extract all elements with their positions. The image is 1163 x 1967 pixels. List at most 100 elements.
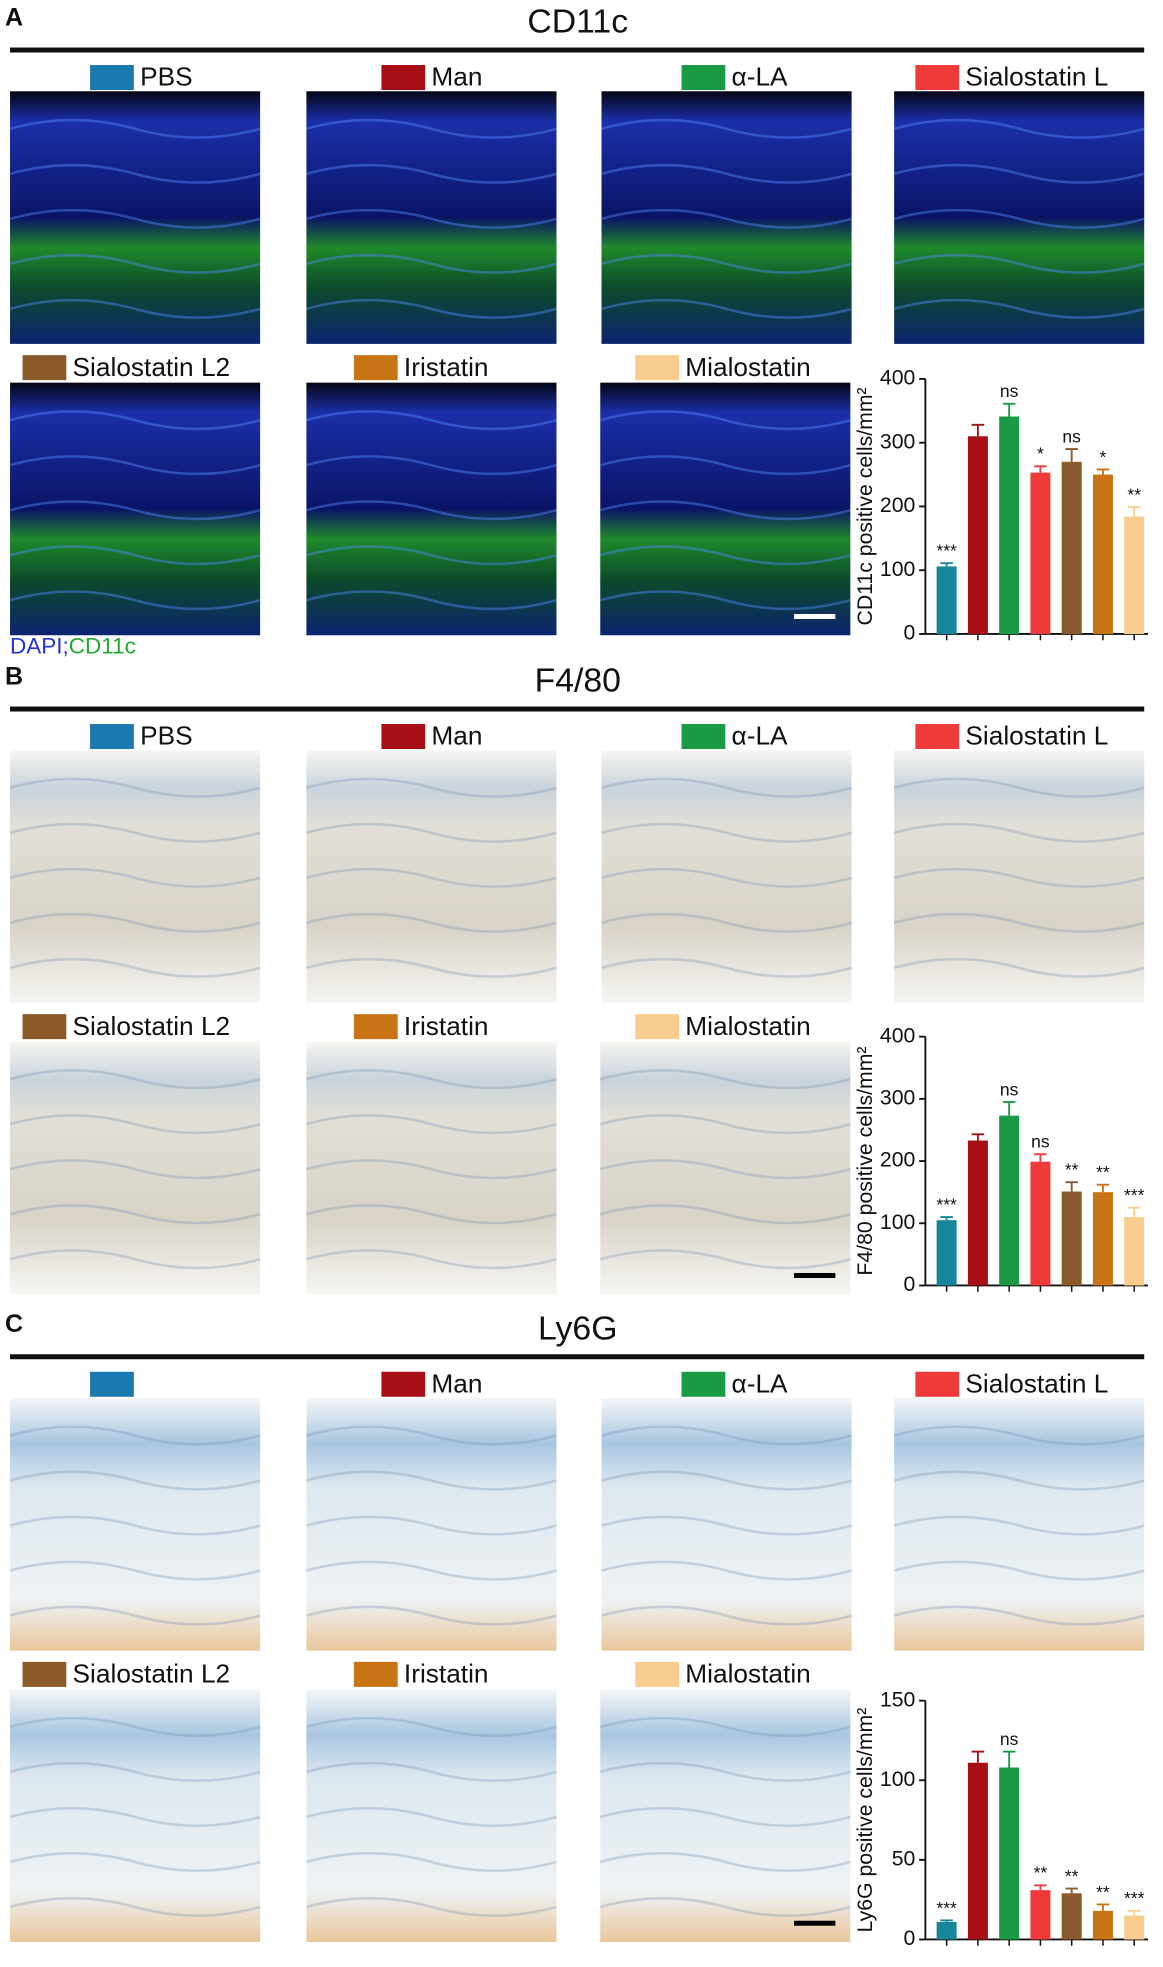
- tissue-texture: [893, 1560, 1145, 1581]
- tissue-texture: [306, 1425, 557, 1446]
- bar: [936, 1921, 957, 1940]
- tissue-texture: [9, 1851, 261, 1872]
- bar: [999, 1115, 1020, 1286]
- significance-label: ***: [936, 541, 957, 561]
- tissue-texture: [599, 455, 851, 476]
- tissue-texture: [893, 253, 1145, 274]
- y-tick-label: 300: [880, 429, 915, 453]
- tissue-texture: [893, 957, 1145, 978]
- divider: [10, 706, 1145, 712]
- bar: [967, 436, 988, 634]
- significance-label: *: [1037, 444, 1044, 464]
- tissue-texture: [306, 1159, 557, 1180]
- legend-label: α-LA: [732, 721, 789, 751]
- tissue-texture: [306, 1114, 557, 1135]
- tissue-texture: [306, 1896, 557, 1917]
- tissue-texture: [306, 590, 557, 611]
- error-bar: [1065, 448, 1078, 462]
- legend-swatch: [635, 1661, 680, 1687]
- legend-label: α-LA: [732, 1368, 789, 1398]
- significance-label: **: [1096, 1162, 1110, 1182]
- y-tick-label: 100: [880, 1210, 915, 1234]
- tissue-texture: [893, 777, 1145, 798]
- legend-swatch: [22, 1014, 67, 1040]
- tissue-texture: [9, 253, 261, 274]
- significance-label: **: [1034, 1863, 1048, 1883]
- legend-swatch: [681, 1371, 726, 1397]
- tissue-texture: [601, 1560, 852, 1581]
- y-tick-label: 200: [880, 493, 915, 517]
- y-tick-label: 400: [880, 366, 915, 390]
- error-bar: [940, 1216, 953, 1221]
- significance-label: **: [1065, 1160, 1079, 1180]
- bar: [999, 1767, 1020, 1940]
- tissue-texture: [601, 1605, 852, 1626]
- tissue-texture: [306, 1761, 557, 1782]
- micrograph: [601, 750, 852, 1003]
- legend-swatch: [635, 1014, 680, 1040]
- legend-label: Mialostatin: [685, 352, 810, 382]
- significance-label: ***: [936, 1898, 957, 1918]
- tissue-texture: [599, 1249, 851, 1270]
- tissue-texture: [9, 163, 261, 184]
- tissue-texture: [306, 1249, 557, 1270]
- y-tick-label: 0: [904, 621, 916, 645]
- micrograph: [601, 1398, 852, 1651]
- y-axis-label: F4/80 positive cells/mm²: [853, 1047, 877, 1276]
- tissue-texture: [9, 118, 261, 139]
- tissue-texture: [601, 1470, 852, 1491]
- caption-part: CD11c: [69, 634, 136, 659]
- panel-letter: C: [5, 1310, 23, 1338]
- micrograph: [10, 1398, 261, 1651]
- error-bar: [971, 1133, 985, 1141]
- error-bar: [1002, 402, 1016, 417]
- significance-label: ns: [1000, 381, 1019, 401]
- tissue-texture: [9, 298, 261, 319]
- micrograph: [10, 382, 261, 636]
- legend-swatch: [22, 1661, 67, 1687]
- tissue-texture: [306, 163, 557, 184]
- tissue-texture: [599, 545, 851, 566]
- caption-part: ;: [63, 634, 69, 659]
- tissue-texture: [306, 500, 557, 521]
- tissue-texture: [893, 912, 1145, 933]
- bar: [1030, 1890, 1051, 1940]
- micrograph: [10, 91, 261, 344]
- tissue-texture: [306, 777, 557, 798]
- legend-swatch: [90, 1371, 134, 1397]
- error-bar: [1034, 1884, 1047, 1891]
- bar: [1030, 472, 1051, 634]
- micrograph: [894, 91, 1145, 344]
- tissue-texture: [9, 1249, 261, 1270]
- tissue-texture: [893, 118, 1145, 139]
- legend-label: Mialostatin: [685, 1011, 810, 1041]
- legend-swatch: [635, 355, 680, 381]
- tissue-texture: [9, 1114, 261, 1135]
- significance-label: **: [1096, 1882, 1110, 1902]
- legend-label: α-LA: [732, 62, 789, 92]
- tissue-texture: [9, 208, 261, 229]
- bar: [999, 416, 1020, 634]
- legend-swatch: [381, 724, 426, 750]
- legend-label: Sialostatin L: [965, 721, 1108, 751]
- tissue-texture: [306, 1069, 557, 1090]
- tissue-texture: [9, 455, 261, 476]
- tissue-texture: [9, 1470, 261, 1491]
- tissue-texture: [306, 1851, 557, 1872]
- error-bar: [1127, 1206, 1141, 1218]
- tissue-texture: [893, 208, 1145, 229]
- legend-label: Man: [431, 1368, 482, 1398]
- tissue-texture: [893, 298, 1145, 319]
- micrograph: [10, 750, 261, 1003]
- error-bar: [940, 1919, 953, 1922]
- micrograph: [894, 750, 1145, 1003]
- y-tick-label: 50: [892, 1846, 916, 1870]
- y-tick-label: 400: [880, 1023, 915, 1047]
- tissue-texture: [601, 163, 852, 184]
- tissue-texture: [599, 1896, 851, 1917]
- significance-label: ns: [1000, 1079, 1019, 1099]
- tissue-texture: [306, 1515, 557, 1536]
- error-bar: [940, 562, 953, 567]
- tissue-texture: [9, 867, 261, 888]
- tissue-texture: [9, 1605, 261, 1626]
